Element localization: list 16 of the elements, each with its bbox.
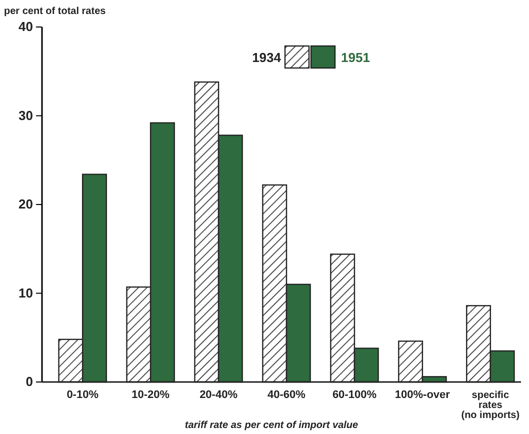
x-tick-label: 20-40% xyxy=(200,389,238,401)
y-tick-label: 40 xyxy=(18,19,33,34)
x-axis-title: tariff rate as per cent of import value xyxy=(184,420,359,431)
x-tick-label: 60-100% xyxy=(332,389,377,401)
x-tick-label: 40-60% xyxy=(268,389,306,401)
x-tick-label: specific rates (no imports) xyxy=(461,390,520,421)
x-tick-label: 0-10% xyxy=(66,389,99,401)
y-tick-label: 20 xyxy=(18,196,33,212)
x-tick-label: 10-20% xyxy=(132,389,170,401)
y-tick-label: 10 xyxy=(18,285,33,300)
x-tick-label: 100%-over xyxy=(394,389,451,401)
legend-label: 1951 xyxy=(341,50,370,65)
y-axis-title: per cent of total rates xyxy=(4,6,106,17)
y-tick-label: 30 xyxy=(18,108,33,123)
y-tick-label: 0 xyxy=(26,374,33,390)
text: 1934 xyxy=(252,50,282,65)
